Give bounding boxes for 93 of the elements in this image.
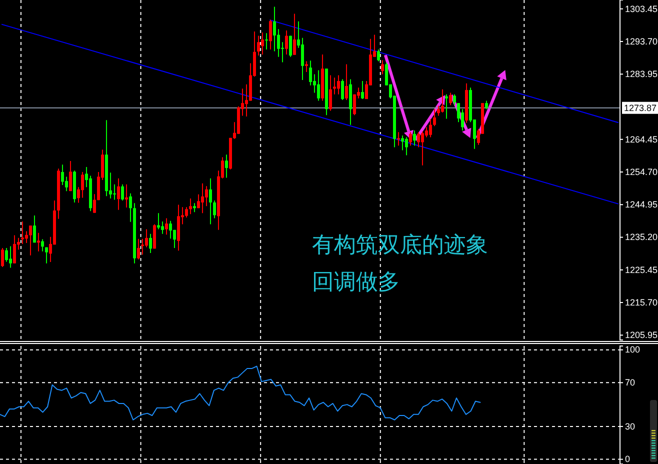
candlestick <box>417 132 420 148</box>
y-tick-label: 1225.45 <box>625 264 658 275</box>
candlestick <box>309 60 312 86</box>
candlestick <box>81 172 84 198</box>
candlestick <box>397 132 400 146</box>
candlestick <box>405 136 408 156</box>
candlestick <box>265 32 268 50</box>
candlestick <box>329 74 332 112</box>
candlestick <box>445 94 448 120</box>
candlestick <box>425 126 428 138</box>
candlestick <box>421 131 424 166</box>
candlestick <box>205 186 208 207</box>
candlestick <box>209 178 212 225</box>
candlestick <box>413 130 416 146</box>
y-tick-label: 100 <box>625 344 640 355</box>
y-tick-label: 0 <box>625 454 630 464</box>
candlestick <box>453 94 456 106</box>
candlestick <box>353 94 356 116</box>
y-tick-label: 30 <box>625 421 636 432</box>
candlestick <box>65 176 68 192</box>
candlestick <box>289 35 292 58</box>
candlestick <box>145 228 148 248</box>
candlestick <box>169 220 172 240</box>
annotation: 回调做多 <box>312 270 400 295</box>
annotation: 有构筑双底的迹象 <box>312 233 488 258</box>
candlestick <box>429 118 432 138</box>
candlestick <box>161 221 164 234</box>
candlestick <box>21 221 24 244</box>
candlestick <box>293 13 296 56</box>
candlestick <box>269 19 272 50</box>
candlestick <box>61 164 64 186</box>
candlestick <box>457 102 460 123</box>
candlestick <box>149 233 152 254</box>
candlestick <box>257 35 260 56</box>
candlestick <box>337 74 340 95</box>
candlestick <box>37 232 40 252</box>
candlestick <box>441 88 444 113</box>
candlestick <box>29 225 32 256</box>
y-tick-label: 1215.70 <box>625 297 658 308</box>
candlestick <box>165 218 168 236</box>
candlestick <box>141 238 144 256</box>
y-tick-label: 1283.95 <box>625 69 658 80</box>
y-tick-label: 70 <box>625 378 636 388</box>
candlestick <box>137 238 140 260</box>
candlestick <box>361 80 364 100</box>
candlestick <box>193 202 196 213</box>
candlestick <box>41 238 44 252</box>
candlestick <box>185 206 188 218</box>
candlestick <box>121 184 124 201</box>
candlestick <box>113 184 116 200</box>
y-tick-label: 1205.95 <box>625 330 658 340</box>
candlestick <box>201 182 204 214</box>
candlestick <box>197 194 200 209</box>
candlestick <box>45 246 48 264</box>
y-tick-label: 1293.70 <box>625 36 658 46</box>
candlestick <box>433 108 436 127</box>
candlestick <box>285 30 288 56</box>
candlestick <box>93 194 96 214</box>
candlestick <box>1 247 4 268</box>
candlestick <box>13 234 16 264</box>
candlestick <box>341 78 344 101</box>
y-tick-label: 1264.45 <box>625 134 658 144</box>
candlestick <box>189 198 192 215</box>
candlestick <box>333 77 336 95</box>
candlestick <box>345 64 348 101</box>
candlestick <box>157 212 160 230</box>
candlestick <box>225 154 228 178</box>
candlestick <box>117 178 120 210</box>
candlestick <box>153 224 156 250</box>
line-series <box>0 366 481 420</box>
y-tick-label: 1235.20 <box>625 232 658 242</box>
candlestick <box>33 215 36 244</box>
y-tick-label: 1254.70 <box>625 166 658 177</box>
candlestick <box>69 160 72 192</box>
candlestick <box>273 6 276 52</box>
candlestick <box>449 92 452 106</box>
candlestick <box>261 32 264 56</box>
candlestick <box>305 60 308 72</box>
candlestick <box>317 70 320 102</box>
ref-line-label: 1273.87 <box>624 103 657 114</box>
y-tick-label: 1303.45 <box>625 4 658 14</box>
candlestick <box>437 105 440 116</box>
candlestick <box>129 192 132 222</box>
candlestick <box>401 135 404 151</box>
candlestick <box>125 184 128 208</box>
candlestick <box>213 200 216 219</box>
candlestick <box>381 60 384 75</box>
y-tick-label: 1244.95 <box>625 200 658 210</box>
candlestick <box>377 49 380 62</box>
candlestick <box>5 247 8 262</box>
candlestick <box>409 132 412 146</box>
candlestick <box>301 37 304 80</box>
candlestick <box>9 246 12 268</box>
